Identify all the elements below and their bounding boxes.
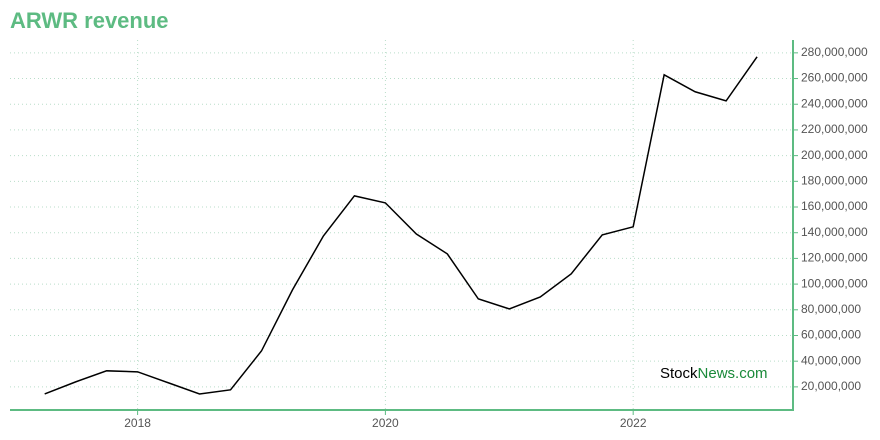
y-tick-label: 140,000,000	[801, 225, 868, 239]
watermark-suffix: News.com	[698, 365, 768, 382]
y-tick-label: 60,000,000	[801, 328, 861, 342]
x-tick-label: 2022	[620, 416, 647, 430]
x-tick-label: 2020	[372, 416, 399, 430]
y-tick-label: 220,000,000	[801, 122, 868, 136]
y-tick-label: 260,000,000	[801, 71, 868, 85]
chart-title: ARWR revenue	[10, 8, 169, 33]
line	[44, 56, 758, 395]
y-tick-label: 120,000,000	[801, 251, 868, 265]
y-tick-label: 160,000,000	[801, 199, 868, 213]
watermark: StockNews.com	[660, 365, 768, 382]
x-tick-label: 2018	[124, 416, 151, 430]
y-tick-label: 40,000,000	[801, 353, 861, 367]
y-tick-label: 200,000,000	[801, 148, 868, 162]
y-tick-label: 100,000,000	[801, 276, 868, 290]
y-tick-label: 180,000,000	[801, 173, 868, 187]
y-tick-label: 280,000,000	[801, 45, 868, 59]
y-tick-label: 80,000,000	[801, 302, 861, 316]
watermark-brand: Stock	[660, 365, 698, 382]
y-tick-label: 240,000,000	[801, 96, 868, 110]
y-tick-label: 20,000,000	[801, 379, 861, 393]
